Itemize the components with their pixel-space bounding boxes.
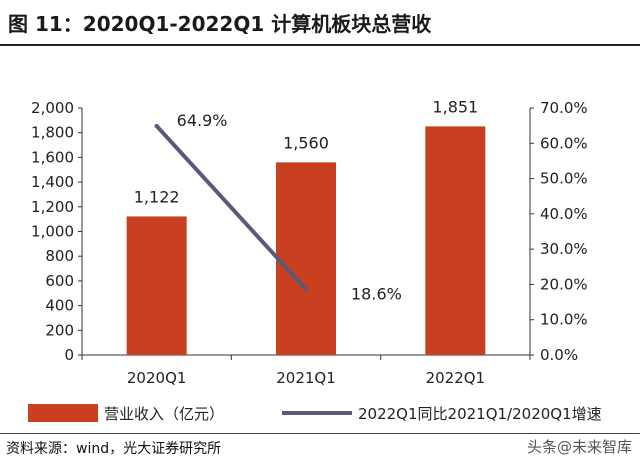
- title-divider: [0, 44, 640, 46]
- right-tick-label: 0.0%: [540, 346, 578, 364]
- bar-data-label: 1,122: [134, 187, 180, 206]
- right-tick-label: 10.0%: [540, 311, 588, 329]
- x-tick-label: 2020Q1: [127, 369, 187, 387]
- x-axis: 2020Q1 2021Q1 2022Q1: [81, 354, 531, 387]
- line-point: [154, 123, 159, 128]
- bar-data-label: 1,560: [283, 133, 329, 152]
- source-note: 资料来源：wind，光大证券研究所: [6, 441, 222, 457]
- bar: [276, 162, 336, 355]
- legend: 营业收入（亿元） 2022Q1同比2021Q1/2020Q1增速: [28, 404, 602, 423]
- right-tick-label: 40.0%: [540, 205, 588, 223]
- legend-bar-label: 营业收入（亿元）: [104, 405, 224, 423]
- line-series: 64.9% 18.6%: [154, 111, 402, 303]
- line-point: [304, 287, 308, 292]
- left-tick-label: 1,800: [31, 124, 74, 142]
- bar: [425, 126, 486, 356]
- left-tick-label: 800: [45, 247, 74, 265]
- legend-line-label: 2022Q1同比2021Q1/2020Q1增速: [358, 405, 602, 423]
- left-tick-label: 200: [45, 321, 74, 339]
- footer-divider: [0, 433, 640, 434]
- left-tick-label: 600: [45, 272, 74, 290]
- legend-bar-swatch: [28, 404, 98, 422]
- x-tick-label: 2022Q1: [426, 369, 486, 387]
- growth-line: [154, 123, 308, 292]
- bar-series: 1,122 1,560 1,851: [126, 97, 486, 356]
- bar: [126, 216, 187, 355]
- right-axis: 0.0% 10.0% 20.0% 30.0% 40.0% 50.0% 60.0% 70.0%: [529, 99, 588, 364]
- left-axis: 0 200 400 600 800 1,000 1,200 1,400 1,600 1,800 2,…: [31, 99, 83, 364]
- left-tick-label: 1,000: [31, 223, 74, 241]
- line-data-label: 18.6%: [351, 284, 402, 303]
- right-tick-label: 50.0%: [540, 170, 588, 188]
- left-tick-label: 1,400: [31, 173, 74, 191]
- left-tick-label: 0: [64, 346, 74, 364]
- right-tick-label: 60.0%: [540, 134, 588, 152]
- left-tick-label: 400: [45, 297, 74, 315]
- right-tick-label: 30.0%: [540, 240, 588, 258]
- left-tick-label: 1,600: [31, 148, 74, 166]
- bar-data-label: 1,851: [432, 97, 478, 116]
- right-tick-label: 70.0%: [540, 99, 588, 117]
- watermark: 头条@未来智库: [526, 438, 632, 456]
- x-tick-label: 2021Q1: [276, 369, 336, 387]
- line-data-label: 64.9%: [177, 111, 228, 130]
- chart-title: 图 11：2020Q1-2022Q1 计算机板块总营收: [8, 12, 432, 36]
- left-tick-label: 2,000: [31, 99, 74, 117]
- chart-area: 0 200 400 600 800 1,000 1,200 1,400 1,600 1,800 2,…: [28, 97, 602, 423]
- right-tick-label: 20.0%: [540, 275, 588, 293]
- left-tick-label: 1,200: [31, 198, 74, 216]
